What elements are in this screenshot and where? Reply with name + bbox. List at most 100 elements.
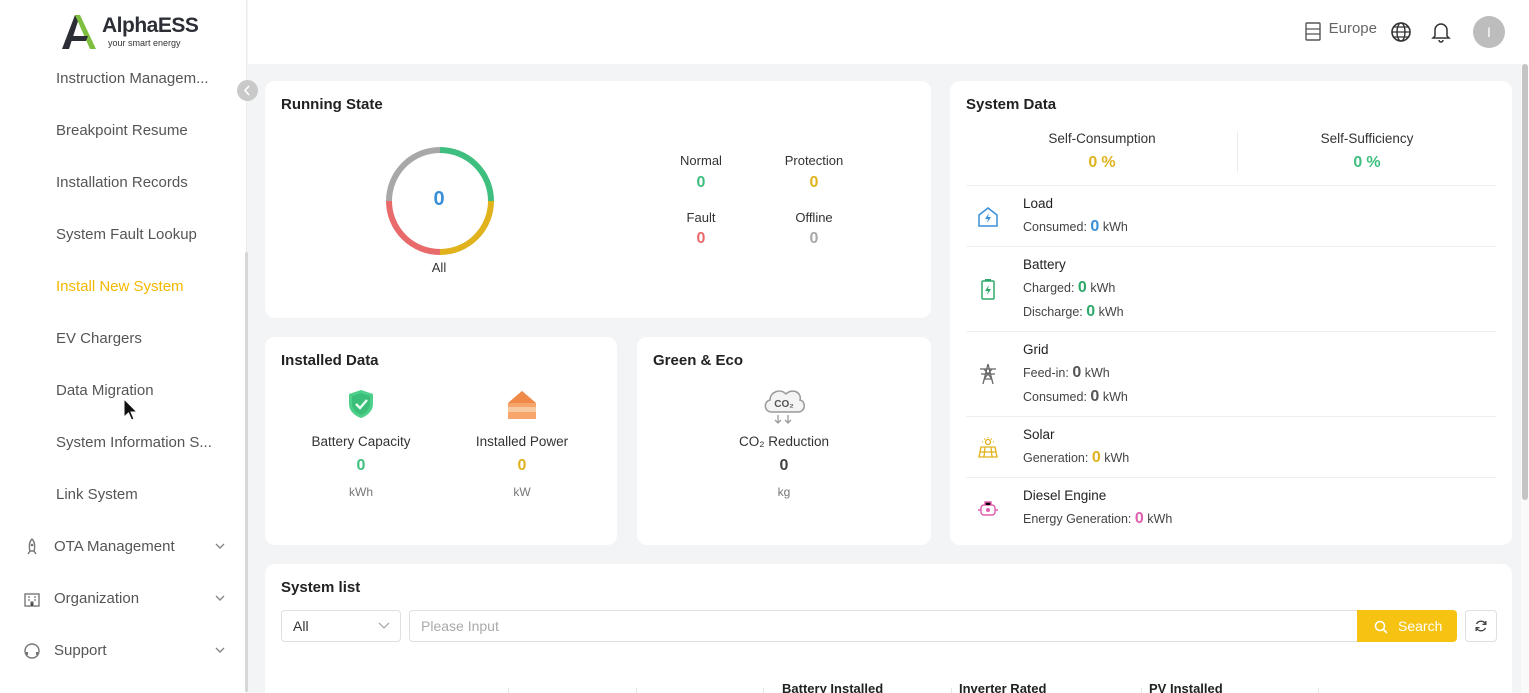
alphaess-logo[interactable]: AlphaESS your smart energy [60, 12, 200, 54]
installed-power-label: Installed Power [475, 434, 569, 449]
sidebar-item-link-system[interactable]: Link System [56, 486, 138, 503]
divider [966, 185, 1496, 186]
total-systems-label: All [431, 260, 447, 275]
green-eco-card: Green & Eco CO₂ CO₂ Reduction 0 kg [637, 337, 931, 545]
battery-discharge-unit: kWh [1098, 305, 1124, 319]
sidebar-group-support[interactable]: Support [22, 639, 227, 663]
refresh-icon [1475, 620, 1487, 632]
divider [1237, 131, 1238, 173]
column-separator [508, 688, 509, 693]
filter-select-value: All [293, 618, 309, 634]
status-offline-value[interactable]: 0 [809, 230, 819, 247]
globe-icon[interactable] [1390, 21, 1412, 43]
sidebar-group-ota-management[interactable]: OTA Management [22, 535, 227, 559]
region-label: Europe [1328, 20, 1377, 37]
co2-reduction-value: 0 [779, 457, 789, 474]
grid-feedin-label: Feed-in: [1023, 366, 1069, 380]
sidebar-item-data-migration[interactable]: Data Migration [56, 382, 154, 399]
sidebar: AlphaESS your smart energy Instruction M… [0, 0, 248, 693]
battery-row: Battery Charged: 0 kWh Discharge: 0 kWh [966, 247, 1496, 332]
house-power-icon [508, 391, 536, 419]
diesel-title: Diesel Engine [1023, 488, 1107, 503]
sidebar-item-ev-chargers[interactable]: EV Chargers [56, 330, 142, 347]
column-header-pv-installed[interactable]: PV Installed [1149, 681, 1223, 693]
search-input[interactable] [409, 610, 1358, 642]
status-fault-value[interactable]: 0 [696, 230, 706, 247]
refresh-button[interactable] [1465, 610, 1497, 642]
search-button-label: Search [1398, 618, 1443, 634]
self-sufficiency-label: Self-Sufficiency [1320, 131, 1414, 146]
battery-title: Battery [1023, 257, 1066, 272]
self-consumption-value: 0% [1002, 154, 1202, 172]
battery-charged: Charged: 0 kWh [1023, 279, 1115, 297]
headset-icon [24, 643, 40, 659]
mouse-cursor-icon [123, 398, 139, 421]
solar-row: Solar Generation: 0 kWh [966, 417, 1496, 478]
system-data-card: System Data Self-Consumption 0% Self-Suf… [950, 81, 1512, 545]
load-row: Load Consumed: 0 kWh [966, 186, 1496, 247]
card-title: System Data [966, 96, 1057, 113]
self-consumption-label: Self-Consumption [1048, 131, 1156, 146]
column-separator [636, 688, 637, 693]
sidebar-item-installation-records[interactable]: Installation Records [56, 174, 188, 191]
sidebar-item-label: EV Chargers [56, 330, 142, 347]
self-sufficiency-value: 0% [1267, 154, 1467, 172]
sidebar-group-label: Support [54, 642, 107, 659]
card-title: System list [281, 579, 361, 596]
column-header-inverter-rated[interactable]: Inverter Rated [959, 681, 1047, 693]
load-consumed-unit: kWh [1102, 220, 1128, 234]
total-systems-count: 0 [433, 188, 445, 210]
rocket-icon [27, 538, 37, 555]
status-normal-value[interactable]: 0 [696, 174, 706, 191]
battery-charging-icon [981, 279, 995, 300]
status-ring-chart [386, 147, 494, 255]
solar-generation-unit: kWh [1104, 451, 1130, 465]
installed-data-card: Installed Data Battery Capacity 0 kWh In… [265, 337, 617, 545]
running-state-card: Running State 0 All Normal 0 Protection … [265, 81, 931, 318]
sidebar-item-instruction-management[interactable]: Instruction Managem... [56, 70, 209, 87]
page-scrollbar[interactable] [1521, 64, 1529, 693]
status-normal-label: Normal [680, 153, 722, 168]
sidebar-collapse-button[interactable] [237, 80, 258, 101]
battery-discharge: Discharge: 0 kWh [1023, 303, 1124, 321]
user-avatar[interactable]: I [1473, 16, 1505, 48]
chevron-down-icon [215, 543, 225, 549]
building-icon [24, 593, 40, 607]
self-sufficiency-unit: % [1366, 154, 1381, 171]
column-separator [763, 688, 764, 693]
co2-reduction-unit: kg [777, 485, 791, 499]
sidebar-item-install-new-system[interactable]: Install New System [56, 278, 184, 295]
battery-charged-unit: kWh [1090, 281, 1116, 295]
filter-select[interactable]: All [281, 610, 401, 642]
diesel-generation-value: 0 [1134, 510, 1144, 527]
sidebar-scrollbar[interactable] [245, 252, 248, 692]
status-fault-label: Fault [686, 210, 716, 225]
sidebar-item-breakpoint-resume[interactable]: Breakpoint Resume [56, 122, 188, 139]
load-title: Load [1023, 196, 1054, 211]
region-selector[interactable]: Europe [1304, 20, 1377, 44]
grid-consumed-label: Consumed: [1023, 390, 1087, 404]
status-offline-label: Offline [795, 210, 833, 225]
status-protection-value[interactable]: 0 [809, 174, 819, 191]
grid-feedin: Feed-in: 0 kWh [1023, 364, 1110, 382]
bell-icon[interactable] [1430, 20, 1452, 44]
co2-cloud-icon: CO₂ [764, 390, 805, 424]
column-separator [951, 688, 952, 693]
battery-capacity-value: 0 [356, 457, 366, 474]
co2-icon-text: CO₂ [774, 399, 793, 410]
chevron-down-icon [215, 595, 225, 601]
card-title: Green & Eco [653, 352, 744, 369]
sidebar-item-system-information[interactable]: System Information S... [56, 434, 212, 451]
column-header-battery-installed[interactable]: Battery Installed [782, 681, 884, 693]
battery-charged-value: 0 [1077, 279, 1087, 296]
page-scrollbar-thumb[interactable] [1522, 64, 1528, 500]
grid-consumed-unit: kWh [1102, 390, 1128, 404]
logo-mark-icon [62, 15, 96, 49]
battery-discharge-value: 0 [1086, 303, 1096, 320]
sidebar-group-organization[interactable]: Organization [22, 587, 227, 611]
sidebar-item-system-fault-lookup[interactable]: System Fault Lookup [56, 226, 197, 243]
search-button[interactable]: Search [1357, 610, 1457, 642]
diesel-generation-label: Energy Generation: [1023, 512, 1132, 526]
solar-panel-icon [978, 437, 998, 458]
sidebar-item-label: Data Migration [56, 382, 154, 399]
